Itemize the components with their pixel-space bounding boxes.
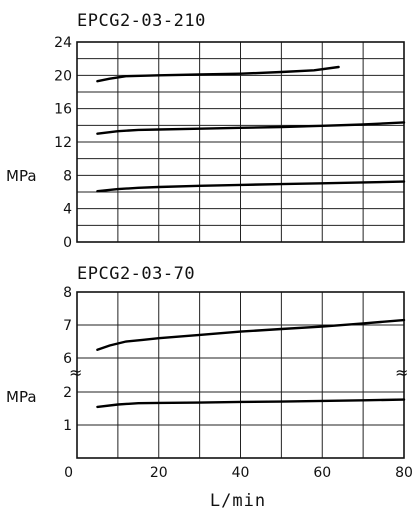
top-chart-y-ticks: 0 4 8 12 16 20 24 bbox=[54, 35, 72, 251]
top-y-tick-label: 8 bbox=[63, 168, 72, 184]
bottom-series-line-2 bbox=[96, 398, 406, 409]
x-tick-label: 20 bbox=[150, 465, 168, 481]
top-chart-frame bbox=[76, 41, 405, 243]
axis-break-right-icon: ≈ bbox=[395, 363, 408, 382]
top-y-tick-label: 4 bbox=[63, 202, 72, 218]
top-y-tick-label: 24 bbox=[54, 35, 72, 51]
x-tick-label: 80 bbox=[395, 465, 413, 481]
bottom-y-tick-label: 6 bbox=[63, 351, 72, 367]
bottom-chart-y-ticks: 1 2 6 7 8 bbox=[63, 285, 72, 434]
top-chart-grid bbox=[76, 41, 405, 243]
bottom-chart-title: EPCG2-03-70 bbox=[77, 264, 195, 284]
bottom-y-tick-label: 2 bbox=[63, 385, 72, 401]
x-tick-label: 60 bbox=[313, 465, 331, 481]
top-series-line-2 bbox=[96, 121, 406, 135]
top-series-line-3 bbox=[96, 180, 406, 193]
top-chart-y-label: MPa bbox=[6, 167, 37, 185]
x-tick-label: 40 bbox=[232, 465, 250, 481]
bottom-chart-y-label: MPa bbox=[6, 388, 37, 406]
x-axis-label: L/min bbox=[210, 491, 266, 511]
top-y-tick-label: 12 bbox=[54, 135, 72, 151]
bottom-chart-frame bbox=[76, 291, 405, 459]
bottom-chart-curves bbox=[96, 318, 406, 409]
top-y-tick-label: 16 bbox=[54, 102, 72, 118]
bottom-y-tick-label: 1 bbox=[63, 418, 72, 434]
bottom-chart-grid bbox=[76, 291, 405, 459]
axis-break-left-icon: ≈ bbox=[69, 363, 82, 382]
bottom-series-line-1 bbox=[96, 318, 406, 351]
x-axis-ticks: 0 20 40 60 80 bbox=[64, 465, 413, 481]
top-chart-curves bbox=[96, 65, 406, 193]
top-y-tick-label: 0 bbox=[63, 235, 72, 251]
x-tick-label: 0 bbox=[64, 465, 73, 481]
top-y-tick-label: 20 bbox=[54, 68, 72, 84]
bottom-y-tick-label: 7 bbox=[63, 318, 72, 334]
top-series-line-1 bbox=[96, 65, 340, 83]
top-chart-title: EPCG2-03-210 bbox=[77, 11, 206, 31]
bottom-y-tick-label: 8 bbox=[63, 285, 72, 301]
